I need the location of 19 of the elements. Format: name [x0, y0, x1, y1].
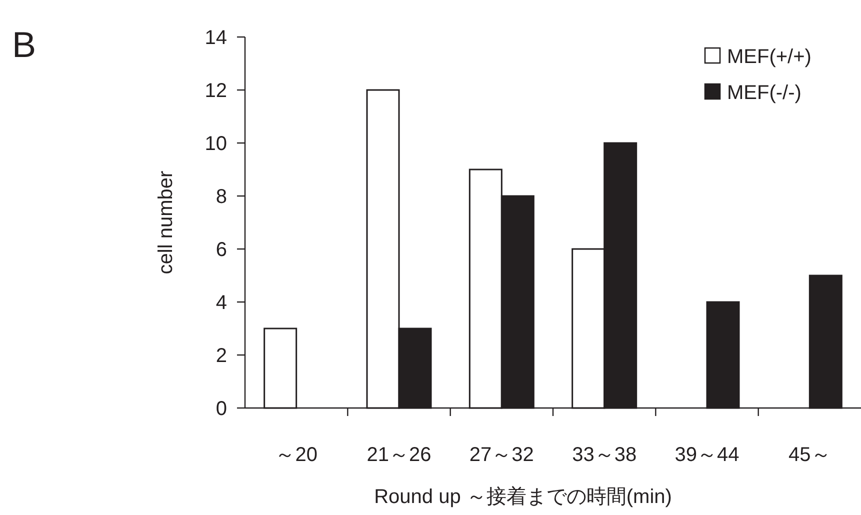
- y-tick-label: 14: [204, 27, 227, 49]
- x-tick-label: 21～26: [366, 444, 432, 466]
- y-axis-title: cell number: [155, 170, 177, 274]
- x-tick-label: ～20: [275, 444, 318, 466]
- y-tick-label: 12: [204, 80, 227, 102]
- x-tick-label: 33～38: [572, 444, 637, 466]
- y-tick-label: 4: [216, 292, 227, 314]
- y-tick-label: 8: [216, 186, 227, 208]
- x-tick-label: 39～44: [674, 444, 740, 466]
- text: B: [12, 24, 36, 65]
- x-tick-label: 45～: [788, 444, 831, 466]
- y-tick-label: 6: [216, 239, 227, 261]
- y-tick-label: 2: [216, 345, 227, 367]
- x-axis-title: Round up ～接着までの時間(min): [374, 485, 672, 508]
- legend-label: MEF(+/+): [727, 46, 812, 68]
- legend-label: MEF(-/-): [727, 82, 802, 104]
- y-tick-label: 0: [216, 398, 227, 420]
- x-tick-label: 27～32: [469, 444, 534, 466]
- y-tick-label: 10: [204, 133, 227, 155]
